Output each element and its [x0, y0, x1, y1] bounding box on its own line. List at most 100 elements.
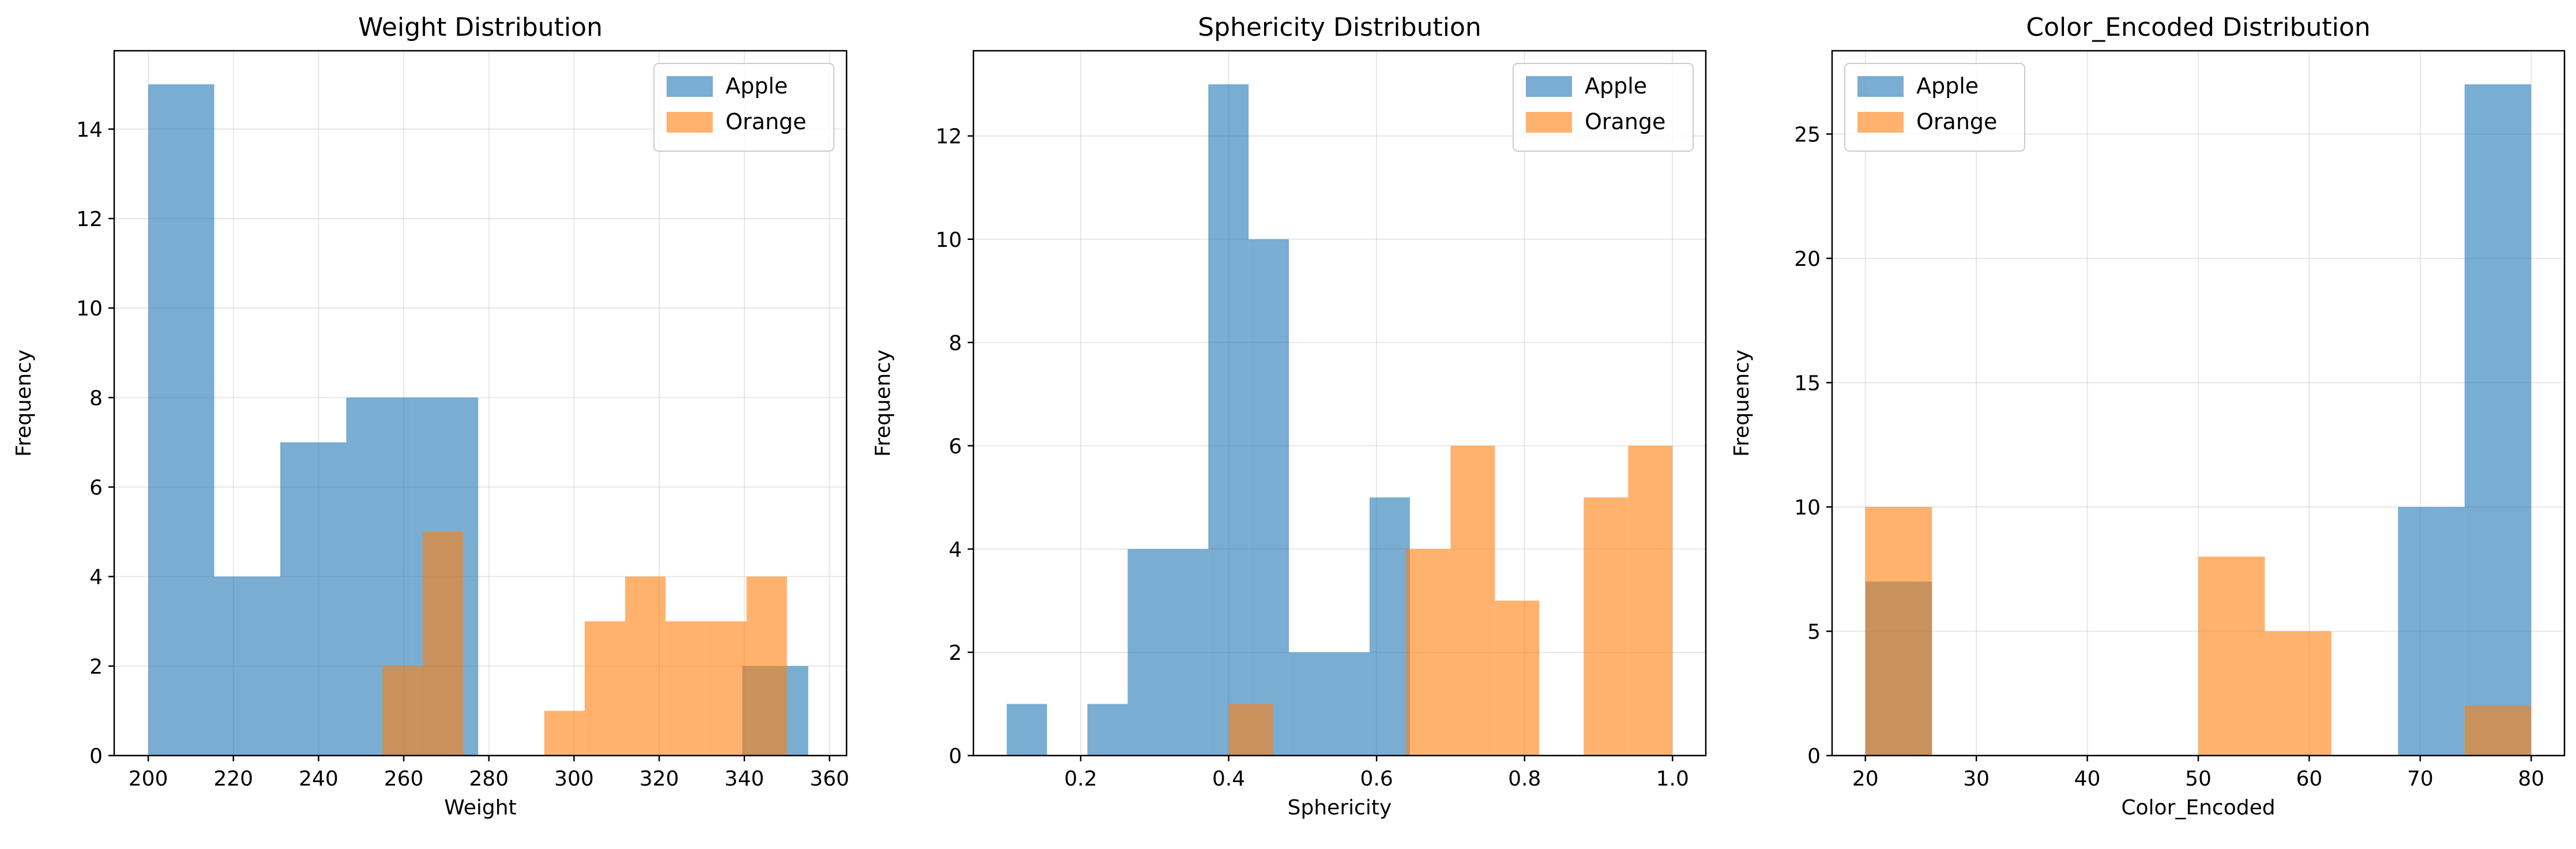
histogram-bar-orange [584, 621, 626, 756]
legend-label-orange: Orange [1916, 109, 1997, 134]
axes-frame [113, 50, 848, 757]
y-tick-label: 8 [949, 332, 962, 355]
y-tick-label: 8 [89, 386, 103, 410]
legend-label-apple: Apple [1916, 73, 1979, 99]
histogram-bar-orange [625, 576, 666, 756]
x-tick-label: 0.6 [1360, 767, 1393, 791]
chart-title: Color_Encoded Distribution [2026, 13, 2370, 42]
x-tick-label: 60 [2296, 767, 2323, 791]
histogram-bar-orange [382, 666, 423, 756]
x-tick-label: 50 [2185, 767, 2212, 791]
legend-swatch-apple [667, 76, 713, 97]
histogram-bar-orange [1865, 506, 1932, 756]
y-axis-label: Frequency [1730, 350, 1754, 457]
legend-swatch-orange [1857, 112, 1904, 133]
chart-panel-2: 0.2 0.4 0.6 0.8 1.0 0 2 4 6 8 10 12 Sphericity Distr… [871, 13, 1707, 820]
legend: Apple Orange [1844, 63, 2025, 152]
y-tick-label: 10 [1794, 496, 1821, 520]
histogram-bar-apple [1329, 652, 1370, 756]
histogram-bar-orange [1495, 600, 1540, 756]
x-axis-label: Sphericity [1288, 796, 1392, 820]
x-tick-label: 280 [469, 767, 509, 791]
histogram-bar-apple [1087, 704, 1128, 756]
series-orange [1228, 445, 1673, 756]
histogram-bar-apple [1208, 84, 1249, 756]
histogram-bar-apple [1369, 497, 1410, 756]
histogram-bar-orange [2198, 557, 2265, 756]
chart-panel-1: 200 220 240 260 280 300 320 340 360 0 2 4 6 8 10 12 14 We… [12, 13, 849, 820]
y-axis-label: Frequency [871, 350, 895, 457]
x-tick-label: 70 [2407, 767, 2434, 791]
x-tick-label: 20 [1852, 767, 1879, 791]
histogram-bar-apple [2464, 84, 2532, 756]
x-tick-label: 340 [724, 767, 764, 791]
y-tick-label: 12 [935, 125, 962, 149]
histogram-bar-orange [1450, 445, 1495, 756]
legend-label-orange: Orange [1585, 109, 1665, 134]
legend-label-orange: Orange [725, 109, 806, 134]
legend-label-apple: Apple [1585, 73, 1647, 99]
y-axis-label: Frequency [12, 350, 36, 457]
legend: Apple Orange [1513, 63, 1694, 152]
chart-title: Weight Distribution [358, 13, 603, 42]
legend-swatch-apple [1857, 76, 1904, 97]
x-axis-label: Color_Encoded [2121, 796, 2275, 820]
y-tick-label: 10 [935, 228, 962, 252]
y-tick-label: 25 [1794, 123, 1821, 146]
y-tick-label: 6 [949, 435, 962, 459]
y-tick-label: 12 [76, 208, 103, 231]
x-tick-label: 200 [129, 767, 168, 791]
y-tick-label: 2 [89, 655, 103, 679]
y-tick-label: 14 [76, 118, 103, 142]
y-tick-label: 6 [89, 476, 103, 499]
histogram-bar-orange [746, 576, 787, 756]
axes-frame [972, 50, 1707, 757]
x-tick-label: 40 [2074, 767, 2101, 791]
histogram-bar-apple [1168, 549, 1209, 756]
histogram-bar-orange [2464, 705, 2532, 756]
y-tick-label: 10 [76, 297, 103, 321]
legend-swatch-apple [1526, 76, 1572, 97]
x-tick-label: 220 [213, 767, 253, 791]
series-apple [1006, 84, 1410, 756]
histogram-bar-apple [1248, 239, 1289, 756]
x-tick-label: 260 [384, 767, 424, 791]
histogram-bar-orange [1406, 549, 1451, 756]
y-tick-label: 20 [1794, 247, 1821, 271]
x-tick-label: 80 [2518, 767, 2544, 791]
legend-swatch-orange [667, 112, 713, 133]
y-tick-label: 4 [89, 566, 103, 589]
histogram-bar-orange [1228, 704, 1273, 756]
legend: Apple Orange [653, 63, 834, 152]
x-tick-label: 0.4 [1212, 767, 1245, 791]
histogram-bar-orange [544, 711, 585, 756]
chart-title: Sphericity Distribution [1198, 13, 1481, 42]
y-tick-label: 0 [949, 745, 962, 768]
y-tick-label: 5 [1807, 620, 1821, 644]
x-tick-label: 0.8 [1508, 767, 1541, 791]
x-tick-label: 320 [640, 767, 679, 791]
y-tick-label: 15 [1794, 371, 1821, 395]
series-orange [382, 532, 787, 756]
histogram-bar-apple [148, 84, 215, 756]
x-tick-label: 360 [810, 767, 849, 791]
histogram-bar-orange [1628, 445, 1673, 756]
x-tick-label: 240 [299, 767, 339, 791]
x-axis-label: Weight [444, 796, 516, 820]
y-tick-label: 2 [949, 641, 962, 665]
x-tick-label: 30 [1963, 767, 1990, 791]
x-tick-label: 1.0 [1656, 767, 1689, 791]
histogram-bar-orange [423, 532, 464, 756]
series-orange [1865, 506, 2532, 756]
histogram-bar-apple [1127, 549, 1168, 756]
histogram-bar-apple [1006, 704, 1047, 756]
legend-label-apple: Apple [725, 73, 788, 99]
x-tick-label: 0.2 [1064, 767, 1097, 791]
y-tick-label: 4 [949, 538, 962, 562]
histogram-bar-orange [2265, 631, 2331, 756]
histogram-bar-apple [280, 442, 347, 756]
chart-panel-3: 20 30 40 50 60 70 80 0 5 10 15 20 25 Color_Encoded Di… [1730, 13, 2566, 820]
y-tick-label: 0 [89, 745, 103, 768]
